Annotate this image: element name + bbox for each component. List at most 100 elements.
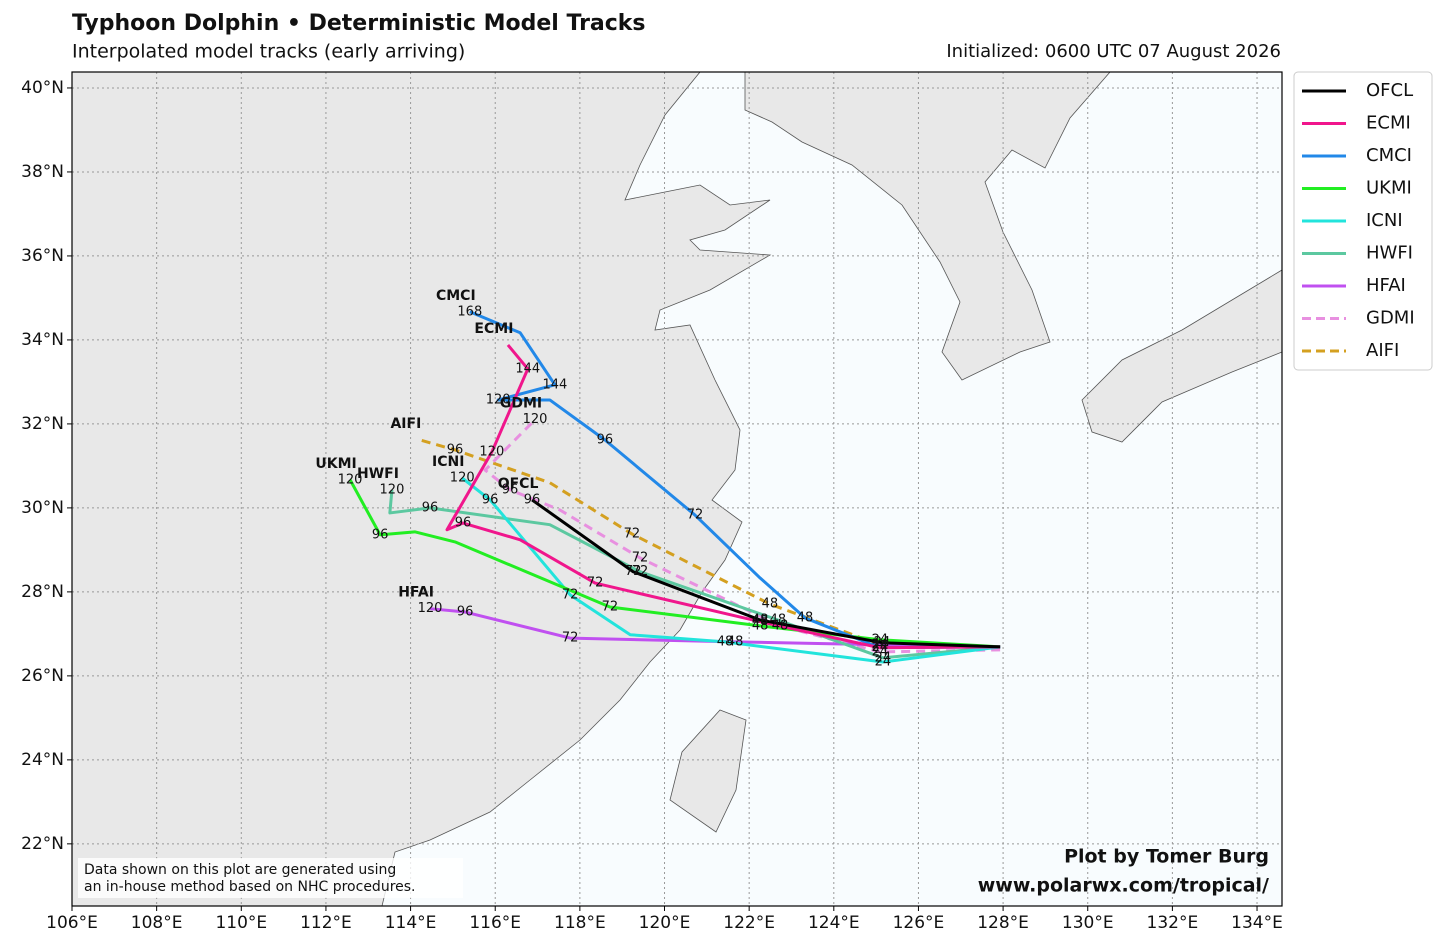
forecast-hour: 72	[562, 631, 579, 646]
note: Data shown on this plot are generated us…	[84, 862, 396, 878]
forecast-hour: 24	[872, 640, 889, 655]
legend	[1293, 71, 1433, 371]
legend-label: AIFI	[1366, 340, 1399, 361]
credit-url: www.polarwx.com/tropical/	[978, 875, 1269, 897]
forecast-hour: 48	[762, 597, 779, 612]
forecast-hour: 24	[875, 650, 892, 665]
x-tick-label: 128°E	[977, 913, 1029, 933]
forecast-hour: 120	[338, 472, 363, 487]
y-tick-label: 26°N	[21, 666, 64, 686]
forecast-hour: 120	[450, 471, 475, 486]
x-tick-label: 124°E	[808, 913, 860, 933]
forecast-hour: 48	[752, 614, 769, 629]
x-tick-label: 134°E	[1231, 913, 1283, 933]
forecast-hour: 24	[872, 637, 889, 652]
x-tick-label: 110°E	[215, 913, 267, 933]
forecast-hour: 72	[624, 526, 641, 541]
note: an in-house method based on NHC procedur…	[84, 879, 416, 895]
legend-entries: OFCL ECMI CMCI UKMI ICNI HWFI HFAI GDMI AIFI	[1302, 80, 1415, 361]
forecast-hour: 48	[717, 634, 734, 649]
track-name: GDMI	[500, 396, 542, 412]
forecast-hour: 120	[418, 601, 443, 616]
forecast-hour: 24	[872, 637, 889, 652]
y-tick-label: 30°N	[21, 498, 64, 518]
forecast-hour: 96	[457, 605, 474, 620]
x-tick-label: 116°E	[469, 913, 521, 933]
forecast-hour: 96	[422, 500, 439, 515]
x-tick-label: 108°E	[131, 913, 183, 933]
mainland	[71, 71, 772, 907]
forecast-hour: 24	[874, 635, 891, 650]
forecast-hour: 96	[447, 442, 464, 457]
forecast-hour: 48	[752, 618, 769, 633]
korea-northeast	[744, 71, 1111, 381]
y-tick-label: 36°N	[21, 246, 64, 266]
forecast-hour: 96	[372, 527, 389, 542]
forecast-hour: 120	[479, 445, 504, 460]
forecast-hour: 96	[482, 492, 499, 507]
legend-label: UKMI	[1366, 178, 1412, 199]
x-tick-label: 132°E	[1147, 913, 1199, 933]
x-tick-label: 122°E	[723, 913, 775, 933]
forecast-hour: 120	[486, 392, 511, 407]
legend-label: ECMI	[1366, 113, 1411, 134]
legend-label: HFAI	[1366, 275, 1406, 296]
forecast-hour: 24	[872, 632, 889, 647]
credit: Plot by Tomer Burg	[1064, 846, 1269, 868]
forecast-hour: 72	[625, 564, 642, 579]
track-name: AIFI	[390, 416, 421, 432]
x-tick-label: 106°E	[46, 913, 98, 933]
forecast-hour: 120	[523, 412, 548, 427]
y-tick-label: 32°N	[21, 414, 64, 434]
legend-label: HWFI	[1366, 243, 1413, 264]
taiwan	[669, 709, 747, 833]
forecast-hour: 72	[632, 550, 649, 565]
subtitle: Interpolated model tracks (early arrivin…	[72, 41, 465, 63]
forecast-hour: 72	[587, 576, 604, 591]
track-line	[429, 607, 1001, 649]
forecast-hour: 48	[770, 613, 787, 628]
forecast-hour: 24	[872, 640, 889, 655]
forecast-hour: 96	[597, 432, 614, 447]
track-name: CMCI	[436, 288, 476, 304]
track-line	[461, 476, 1001, 664]
forecast-hour: 48	[797, 610, 814, 625]
track-name: HFAI	[398, 585, 434, 601]
track-line	[445, 344, 1001, 650]
legend-label: CMCI	[1366, 145, 1412, 166]
y-tick-label: 22°N	[21, 834, 64, 854]
land	[71, 71, 1283, 907]
init-time: Initialized: 0600 UTC 07 August 2026	[946, 41, 1281, 62]
forecast-hour: 48	[752, 613, 769, 628]
forecast-hour: 144	[542, 377, 567, 392]
track-line	[531, 498, 1001, 649]
forecast-hour: 168	[457, 304, 482, 319]
forecast-hour: 96	[455, 516, 472, 531]
track-name: ICNI	[432, 454, 464, 470]
title: Typhoon Dolphin • Deterministic Model Tr…	[72, 11, 646, 36]
forecast-hour: 72	[687, 508, 704, 523]
track-name: ECMI	[474, 321, 513, 337]
y-tick-label: 28°N	[21, 582, 64, 602]
legend-label: OFCL	[1366, 80, 1413, 101]
forecast-hour: 72	[562, 587, 579, 602]
plot-frame	[71, 71, 1283, 907]
track-line	[469, 310, 1001, 650]
x-tick-label: 126°E	[893, 913, 945, 933]
tracks: 24487296OFCL24487296120144ECMI2448729612…	[315, 288, 1001, 670]
track-line	[483, 418, 1001, 654]
x-tick-label: 120°E	[639, 913, 691, 933]
forecast-hour: 24	[872, 644, 889, 659]
legend-label: ICNI	[1366, 210, 1403, 231]
forecast-hour: 120	[380, 482, 405, 497]
track-name: UKMI	[315, 456, 356, 472]
forecast-hour: 24	[875, 655, 892, 670]
forecast-hour: 96	[524, 492, 541, 507]
track-line	[388, 489, 1001, 660]
y-tick-label: 34°N	[21, 330, 64, 350]
x-tick-label: 118°E	[554, 913, 606, 933]
y-tick-label: 40°N	[21, 78, 64, 98]
forecast-hour: 144	[515, 361, 540, 376]
forecast-hour: 48	[772, 618, 789, 633]
